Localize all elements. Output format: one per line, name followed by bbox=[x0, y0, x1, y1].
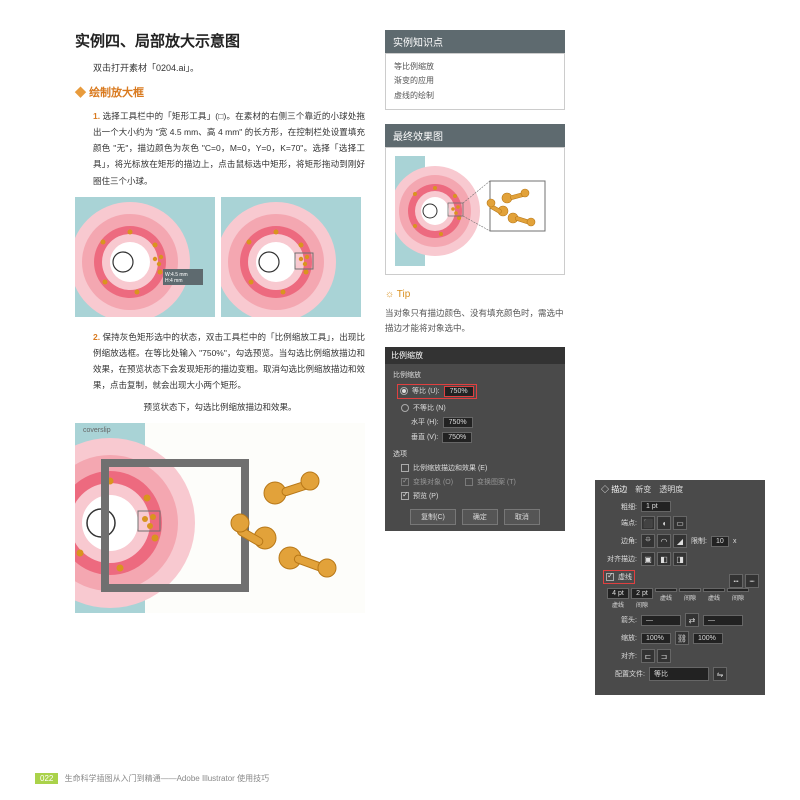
radio-icon[interactable] bbox=[400, 387, 408, 395]
cap-proj-icon[interactable]: ▭ bbox=[673, 516, 687, 530]
left-column: 实例四、局部放大示意图 双击打开素材「0204.ai」。 绘制放大框 1. 选择… bbox=[75, 30, 365, 625]
knowledge-box: 实例知识点 等比例缩放 渐变的应用 虚线的绘制 bbox=[385, 30, 565, 110]
stroke-panel: ◇ 描边 新变 透明度 粗细:1 pt 端点: ⬛◖▭ 边角: ⯐◠◢ 限制:1… bbox=[595, 480, 765, 695]
corner-round-icon[interactable]: ◠ bbox=[657, 534, 671, 548]
weight-input[interactable]: 1 pt bbox=[641, 501, 671, 512]
dash-checkbox-row[interactable]: 虚线 bbox=[603, 570, 635, 584]
figure-target-1: W:4.5 mm H:4 mm bbox=[75, 197, 215, 317]
align-center-icon[interactable]: ▣ bbox=[641, 552, 655, 566]
cancel-button[interactable]: 取消 bbox=[504, 509, 540, 525]
footer-text: 生命科学插图从入门到精通——Adobe Illustrator 使用技巧 bbox=[65, 774, 269, 783]
profile-select[interactable]: 等比 bbox=[649, 667, 709, 681]
caption-2: 预览状态下，勾选比例缩放描边和效果。 bbox=[75, 399, 365, 415]
right-column: 实例知识点 等比例缩放 渐变的应用 虚线的绘制 最终效果图 bbox=[385, 30, 565, 625]
page: 实例四、局部放大示意图 双击打开素材「0204.ai」。 绘制放大框 1. 选择… bbox=[35, 20, 595, 780]
uniform-row[interactable]: 等比 (U): 750% bbox=[397, 384, 477, 399]
result-box: 最终效果图 bbox=[385, 124, 565, 275]
corner-miter-icon[interactable]: ⯐ bbox=[641, 534, 655, 548]
figure-target-big bbox=[75, 423, 365, 613]
page-footer: 022 生命科学插图从入门到精通——Adobe Illustrator 使用技巧 bbox=[35, 773, 269, 784]
step2-text: 2. 保持灰色矩形选中的状态，双击工具栏中的「比例缩放工具」，出现比例缩放选框。… bbox=[93, 329, 365, 394]
page-title: 实例四、局部放大示意图 bbox=[75, 30, 365, 51]
result-figure bbox=[395, 156, 555, 266]
copy-button[interactable]: 复制(C) bbox=[410, 509, 456, 525]
uniform-input[interactable]: 750% bbox=[444, 386, 474, 397]
checkbox-icon[interactable] bbox=[401, 492, 409, 500]
dash-pattern-row: 4 pt虚线 2 pt间隙 虚线 间隙 虚线 间隙 bbox=[607, 588, 759, 609]
scale-dialog: 比例缩放 比例缩放 等比 (U): 750% 不等比 (N) 水平 (H):75… bbox=[385, 347, 565, 531]
page-number: 022 bbox=[35, 773, 58, 784]
arrow-end-select[interactable]: — bbox=[703, 615, 743, 626]
checkbox-icon bbox=[606, 573, 614, 581]
intro-text: 双击打开素材「0204.ai」。 bbox=[93, 61, 365, 74]
cap-butt-icon[interactable]: ⬛ bbox=[641, 516, 655, 530]
figure-row-1: W:4.5 mm H:4 mm bbox=[75, 197, 365, 317]
cap-round-icon[interactable]: ◖ bbox=[657, 516, 671, 530]
tip-section: Tip 当对象只有描边颜色、没有填充颜色时，需选中描边才能将对象选中。 bbox=[385, 289, 565, 337]
panel-tabs[interactable]: ◇ 描边 新变 透明度 bbox=[601, 484, 759, 495]
link-icon[interactable]: ⛓ bbox=[675, 631, 689, 645]
coverslip-label: coverslip bbox=[83, 427, 111, 434]
tip-label: Tip bbox=[385, 289, 565, 300]
checkbox-icon[interactable] bbox=[401, 464, 409, 472]
tip-text: 当对象只有描边颜色、没有填充颜色时，需选中描边才能将对象选中。 bbox=[385, 306, 565, 337]
result-header: 最终效果图 bbox=[385, 124, 565, 147]
align-outside-icon[interactable]: ◨ bbox=[673, 552, 687, 566]
align-inside-icon[interactable]: ◧ bbox=[657, 552, 671, 566]
knowledge-body: 等比例缩放 渐变的应用 虚线的绘制 bbox=[385, 53, 565, 110]
figure-big: coverslip bbox=[75, 423, 365, 613]
figure-target-2 bbox=[221, 197, 361, 317]
swap-icon[interactable]: ⇄ bbox=[685, 613, 699, 627]
knowledge-header: 实例知识点 bbox=[385, 30, 565, 53]
result-body bbox=[385, 147, 565, 275]
arrow-start-select[interactable]: — bbox=[641, 615, 681, 626]
ok-button[interactable]: 确定 bbox=[462, 509, 498, 525]
svg-text:H:4 mm: H:4 mm bbox=[165, 278, 183, 284]
radio-icon[interactable] bbox=[401, 404, 409, 412]
section-heading: 绘制放大框 bbox=[75, 84, 365, 100]
step1-text: 1. 选择工具栏中的「矩形工具」(□)。在素材的右侧三个靠近的小球处拖出一个大小… bbox=[93, 108, 365, 189]
dialog-title: 比例缩放 bbox=[385, 347, 565, 364]
corner-bevel-icon[interactable]: ◢ bbox=[673, 534, 687, 548]
